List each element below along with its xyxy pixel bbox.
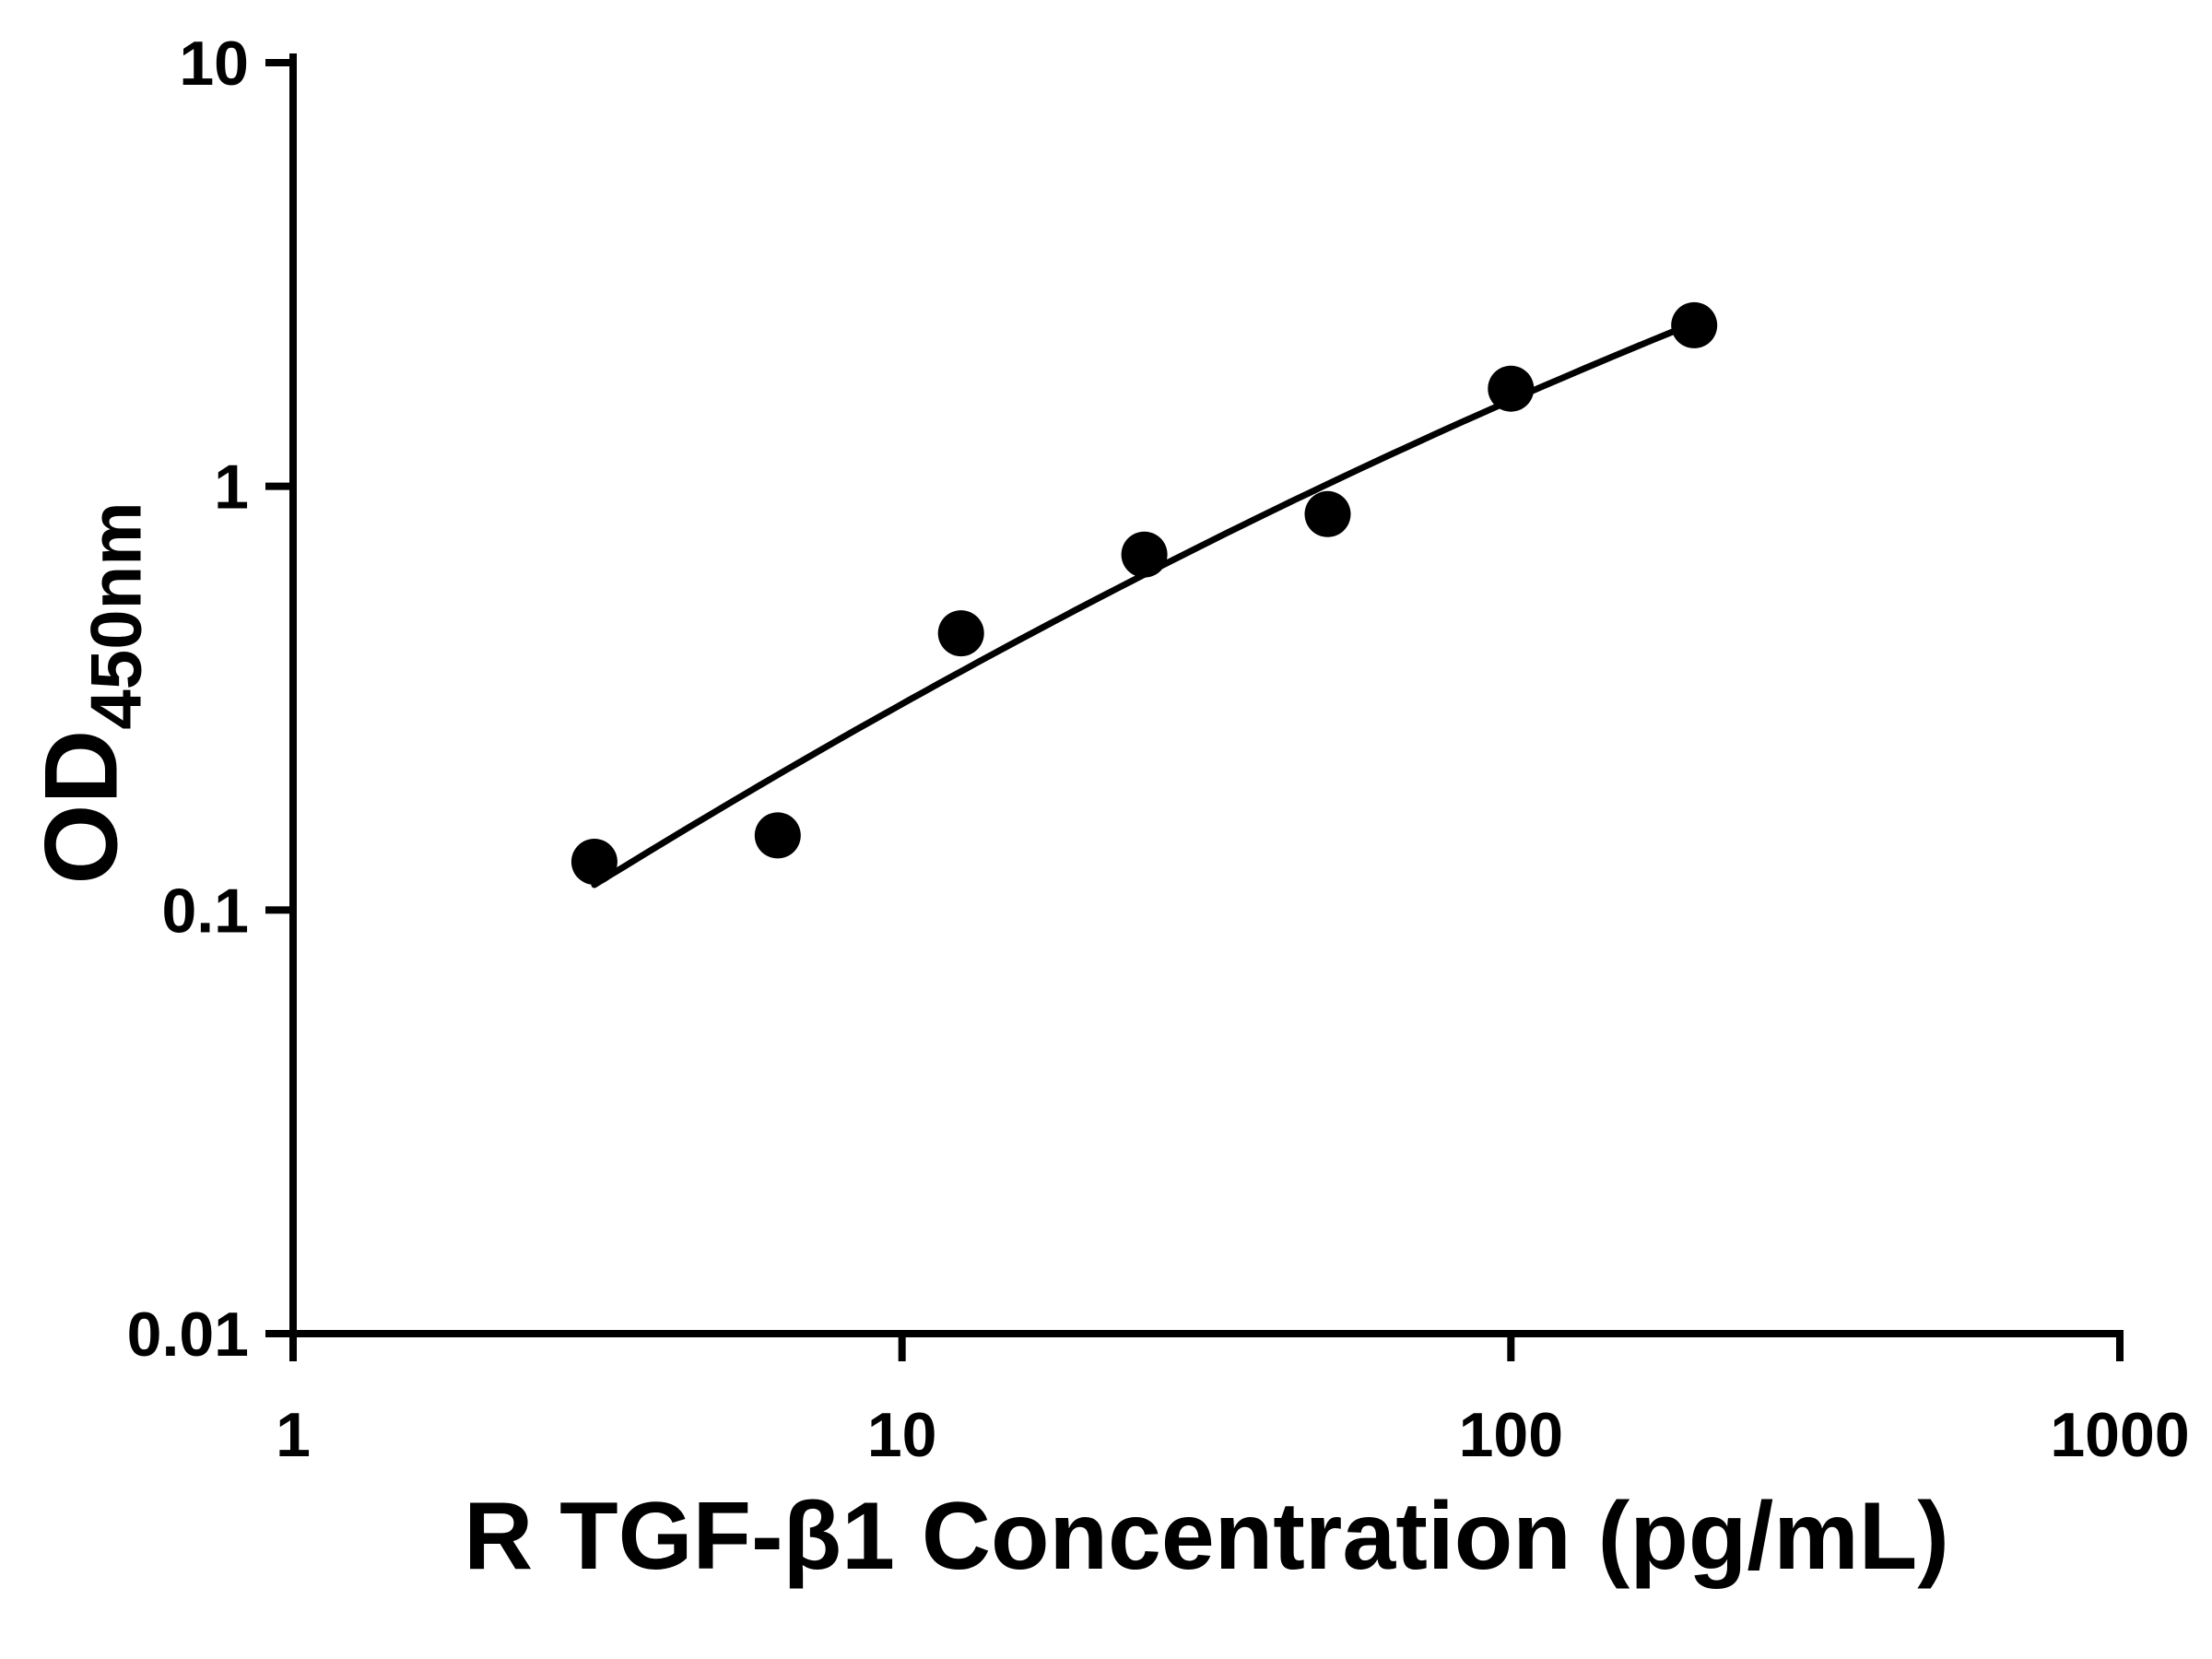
data-point (1121, 531, 1168, 578)
x-tick-label: 100 (1459, 1400, 1563, 1470)
y-axis-title-subscript: 450nm (75, 501, 157, 730)
x-tick-label: 10 (867, 1400, 937, 1470)
x-tick-label: 1000 (2050, 1400, 2189, 1470)
data-point (1304, 490, 1351, 537)
data-point (937, 610, 984, 657)
y-tick-label: 0.01 (127, 1300, 249, 1370)
x-tick-label: 1 (276, 1400, 311, 1470)
y-axis-title: OD450nm (22, 501, 157, 885)
y-tick-label: 1 (214, 453, 249, 523)
x-axis-title: R TGF-β1 Concentration (pg/mL) (464, 1483, 1949, 1590)
data-point (754, 812, 801, 859)
data-point (1488, 365, 1535, 412)
y-axis-title-main: OD (23, 729, 139, 885)
data-point (571, 839, 618, 885)
data-point (1671, 301, 1718, 348)
fit-curve (591, 319, 1698, 888)
y-tick-label: 10 (179, 29, 249, 99)
y-tick-label: 0.1 (161, 876, 249, 946)
